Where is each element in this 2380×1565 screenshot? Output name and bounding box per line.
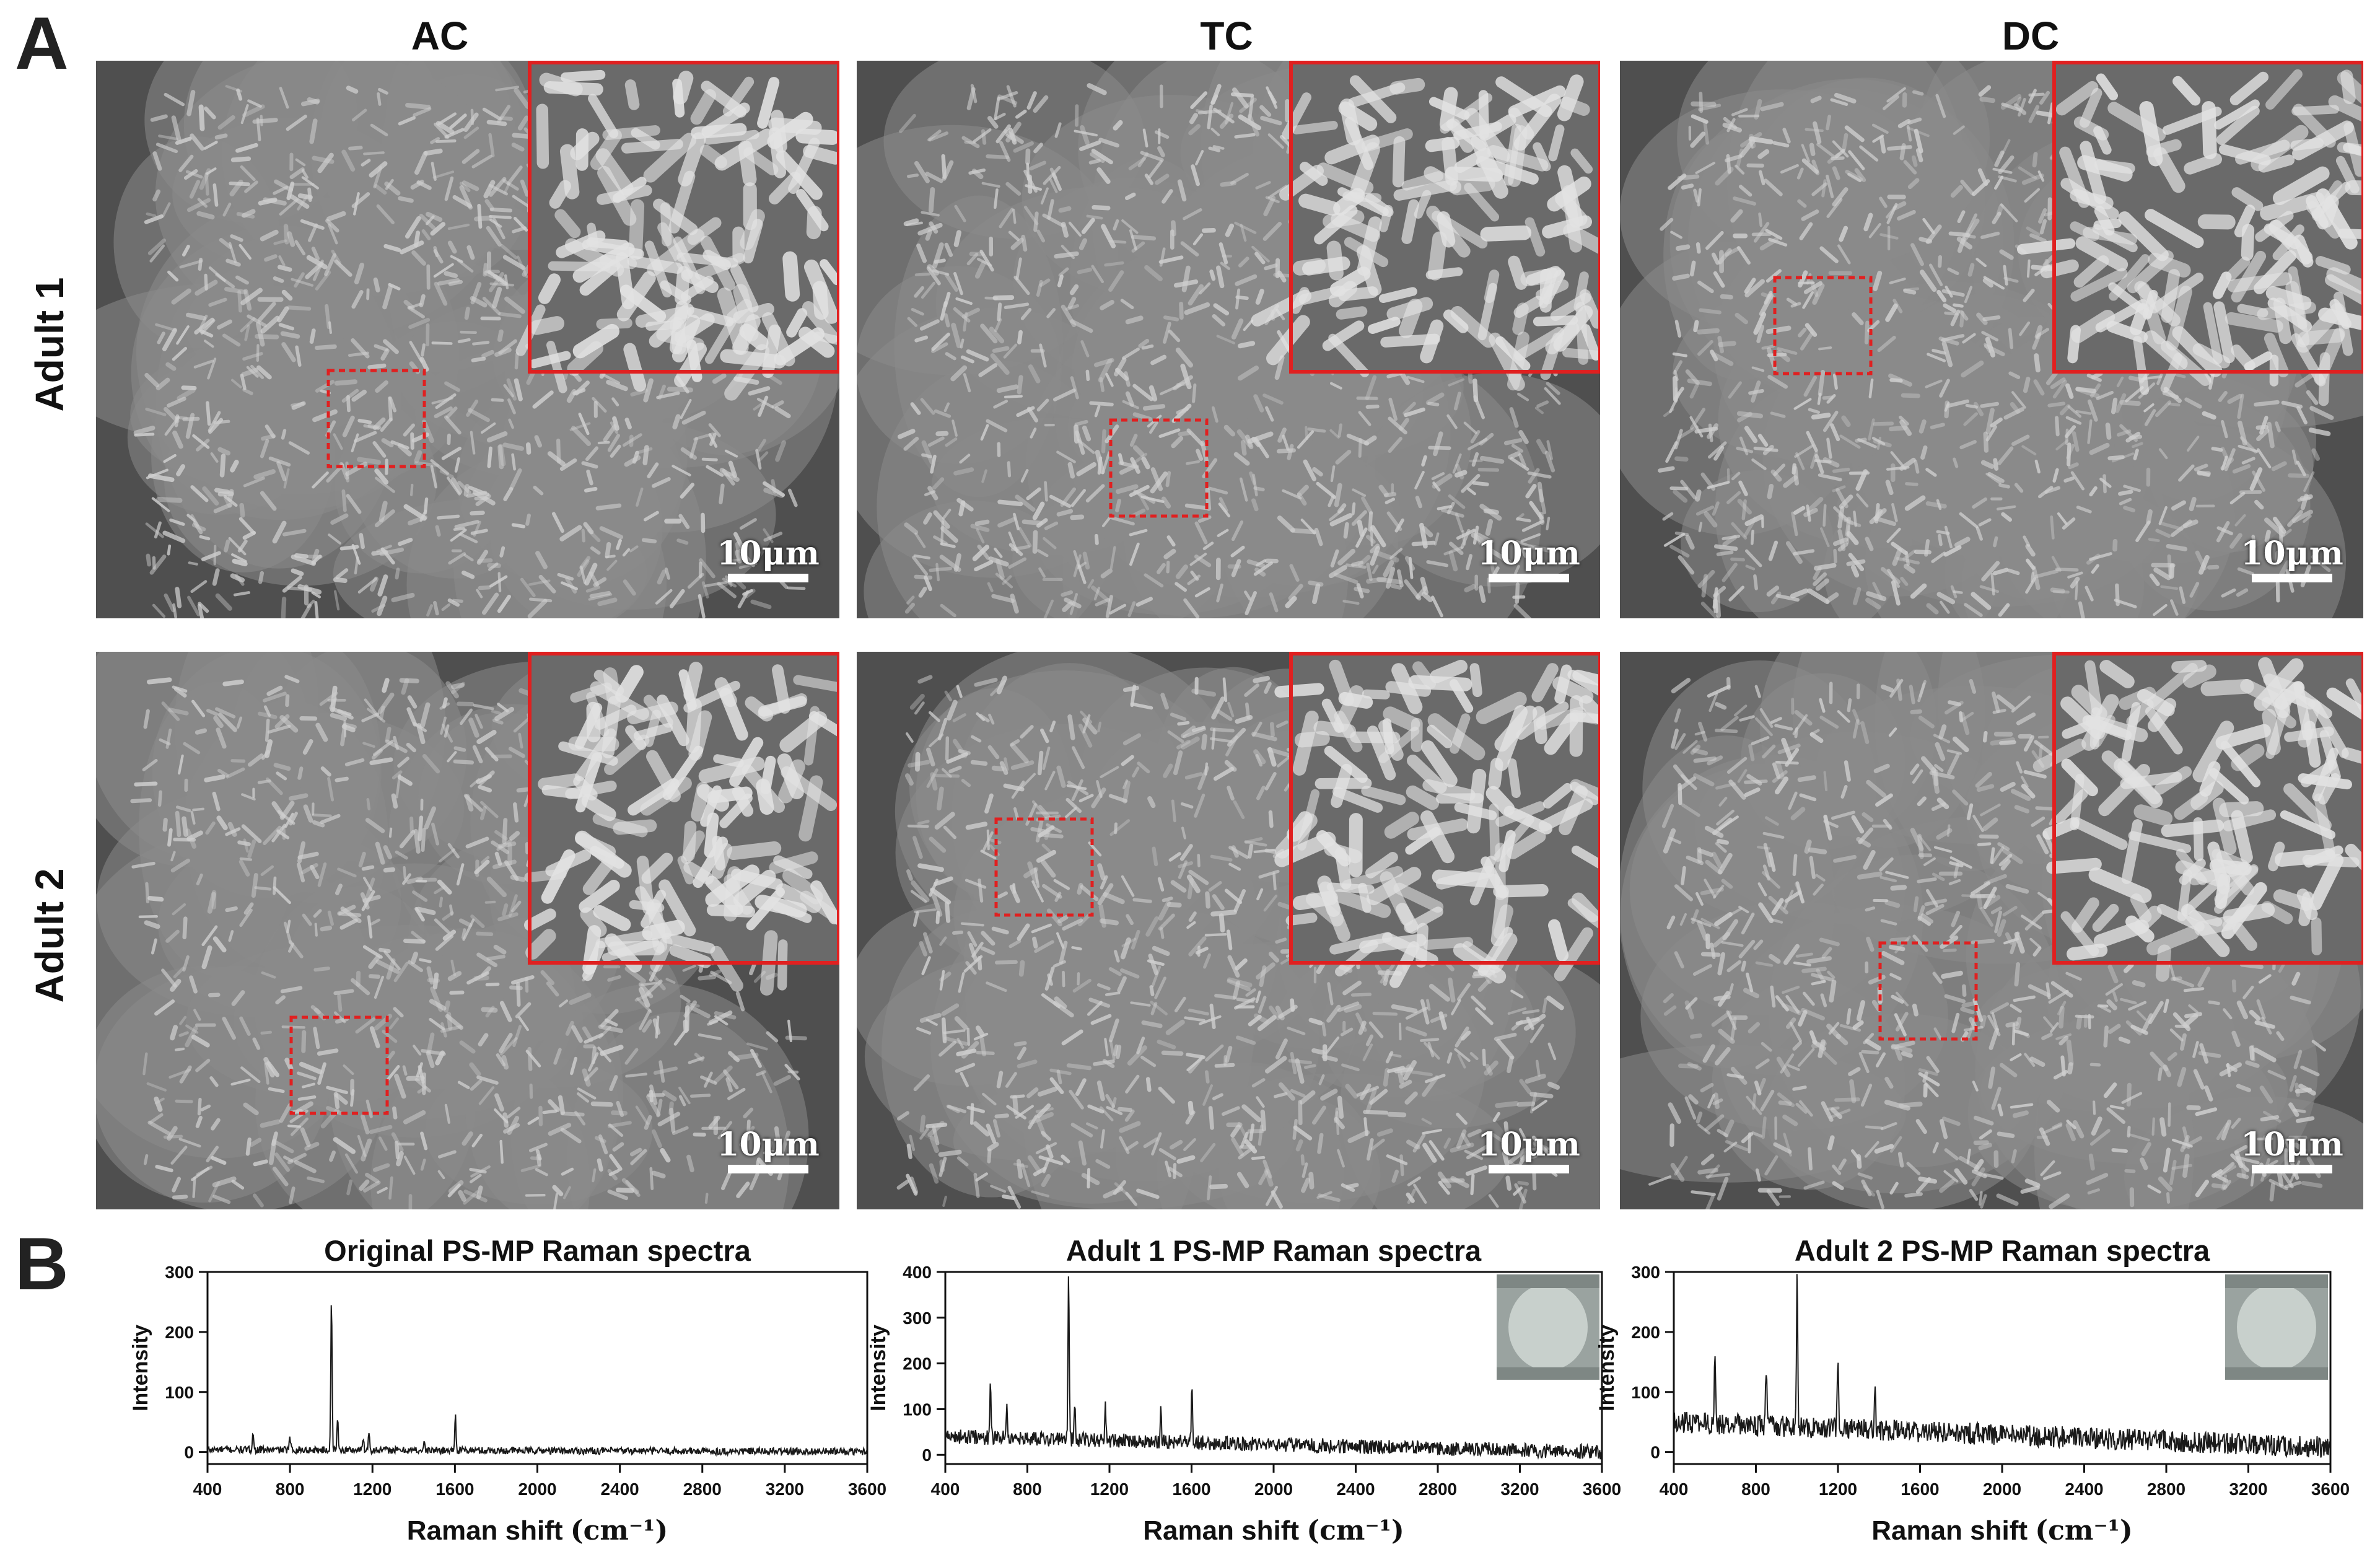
scale-bar-label: 10μm	[2241, 535, 2343, 572]
x-axis-label-text: Raman shift	[1143, 1515, 1300, 1546]
x-tick-label: 400	[931, 1480, 960, 1499]
x-tick-label: 800	[1741, 1480, 1770, 1499]
sem-image-dc-adult-2	[1620, 652, 2363, 1209]
sem-image-ac-adult-2	[96, 652, 839, 1209]
x-tick-label: 2400	[2065, 1480, 2103, 1499]
y-tick-label: 200	[165, 1323, 194, 1342]
x-tick-label: 2400	[1336, 1480, 1375, 1499]
scale-bar-label: 10μm	[2241, 1126, 2343, 1164]
sem-image-tc-adult-1	[857, 61, 1600, 618]
scale-bar-label: 10μm	[1477, 1126, 1580, 1164]
x-axis-unit: (cm⁻¹)	[2035, 1515, 2133, 1546]
y-tick-label: 300	[903, 1309, 932, 1328]
y-axis-label: Intensity	[867, 1325, 890, 1411]
sem-image-tc-adult-2	[857, 652, 1600, 1209]
x-axis-label-text: Raman shift	[406, 1515, 563, 1546]
plot-title: Adult 1 PS-MP Raman spectra	[1065, 1234, 1482, 1267]
panel-letter-b: B	[15, 1222, 69, 1305]
y-tick-label: 200	[1631, 1323, 1660, 1342]
x-tick-label: 800	[1013, 1480, 1042, 1499]
x-axis-label: Raman shift (cm⁻¹)	[208, 1517, 867, 1545]
x-tick-label: 3600	[2311, 1480, 2350, 1499]
x-tick-label: 2000	[1254, 1480, 1293, 1499]
inset-photo	[2225, 1274, 2328, 1380]
x-tick-label: 1600	[1901, 1480, 1939, 1499]
x-axis-label-text: Raman shift	[1871, 1515, 2028, 1546]
x-tick-label: 3200	[2229, 1480, 2267, 1499]
scale-bar-line	[1489, 1165, 1569, 1173]
plot-frame	[206, 1271, 868, 1465]
y-tick-label: 200	[903, 1354, 932, 1374]
sem-image-ac-adult-1	[96, 61, 839, 618]
scale-bar-line	[1489, 574, 1569, 582]
x-tick-label: 400	[1660, 1480, 1689, 1499]
scale-bar-line	[2252, 1165, 2332, 1173]
y-axis-label: Intensity	[1595, 1325, 1619, 1411]
x-tick-label: 1600	[435, 1480, 474, 1499]
row-header-adult-1: Adult 1	[27, 277, 72, 412]
x-tick-label: 1200	[353, 1480, 392, 1499]
plot-title: Adult 2 PS-MP Raman spectra	[1794, 1234, 2210, 1267]
x-tick-label: 3200	[766, 1480, 804, 1499]
x-axis-unit: (cm⁻¹)	[1306, 1515, 1404, 1546]
spectrum-line	[945, 1276, 1603, 1460]
column-header-tc: TC	[1200, 14, 1253, 58]
scale-bar-label: 10μm	[717, 1126, 820, 1164]
scale-bar-line	[728, 574, 808, 582]
scale-bar: 10μm	[2239, 538, 2345, 582]
row-header-adult-2: Adult 2	[27, 868, 72, 1003]
scale-bar: 10μm	[715, 1129, 821, 1173]
x-tick-label: 800	[276, 1480, 305, 1499]
scale-bar: 10μm	[2239, 1129, 2345, 1173]
y-tick-label: 100	[1631, 1383, 1660, 1402]
y-tick-label: 300	[1631, 1263, 1660, 1282]
raman-plot-1: 400 800 1200 1600 2000 2400 2800 3200 3600 0 100 20…	[165, 1263, 886, 1499]
x-tick-label: 2000	[1983, 1480, 2021, 1499]
x-tick-label: 2800	[1419, 1480, 1457, 1499]
x-tick-label: 400	[193, 1480, 222, 1499]
x-tick-label: 3600	[1583, 1480, 1621, 1499]
x-tick-label: 1600	[1172, 1480, 1210, 1499]
y-tick-label: 0	[922, 1445, 932, 1465]
y-tick-label: 300	[165, 1263, 194, 1282]
y-tick-label: 100	[165, 1383, 194, 1402]
scale-bar: 10μm	[715, 538, 821, 582]
x-axis-label: Raman shift (cm⁻¹)	[1674, 1517, 2330, 1545]
sem-image-dc-adult-1	[1620, 61, 2363, 618]
column-header-dc: DC	[2002, 14, 2060, 58]
inset-photo	[1497, 1274, 1599, 1380]
x-tick-label: 2800	[683, 1480, 722, 1499]
y-tick-label: 400	[903, 1263, 932, 1282]
scale-bar: 10μm	[1476, 1129, 1582, 1173]
scale-bar-label: 10μm	[1477, 535, 1580, 572]
raman-plot-2: 400 800 1200 1600 2000 2400 2800 3200 3600 0 100 20…	[903, 1263, 1621, 1499]
x-tick-label: 2800	[2147, 1480, 2185, 1499]
y-tick-label: 100	[903, 1400, 932, 1419]
x-tick-label: 2400	[600, 1480, 639, 1499]
scale-bar: 10μm	[1476, 538, 1582, 582]
x-tick-label: 3600	[848, 1480, 886, 1499]
x-tick-label: 2000	[518, 1480, 556, 1499]
y-tick-label: 0	[184, 1443, 194, 1462]
scale-bar-line	[2252, 574, 2332, 582]
y-axis-label: Intensity	[129, 1325, 152, 1411]
panel-letter-a: A	[15, 2, 69, 85]
y-tick-label: 0	[1650, 1443, 1660, 1462]
raman-plot-3: 400 800 1200 1600 2000 2400 2800 3200 3600 0 100 20…	[1631, 1263, 2350, 1499]
plot-title: Original PS-MP Raman spectra	[324, 1234, 751, 1267]
x-tick-label: 1200	[1090, 1480, 1129, 1499]
x-tick-label: 1200	[1819, 1480, 1857, 1499]
scale-bar-line	[728, 1165, 808, 1173]
spectrum-line	[1673, 1274, 2331, 1458]
scale-bar-label: 10μm	[717, 535, 820, 572]
x-tick-label: 3200	[1500, 1480, 1539, 1499]
spectrum-line	[207, 1305, 868, 1457]
x-axis-unit: (cm⁻¹)	[570, 1515, 668, 1546]
x-axis-label: Raman shift (cm⁻¹)	[945, 1517, 1602, 1545]
column-header-ac: AC	[411, 14, 469, 58]
